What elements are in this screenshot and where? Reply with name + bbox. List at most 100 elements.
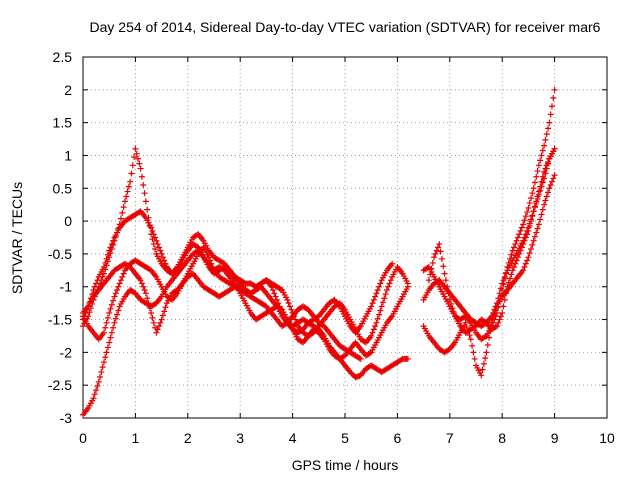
data-point — [347, 369, 354, 376]
data-point — [188, 271, 195, 278]
data-point — [111, 237, 118, 244]
data-point — [361, 338, 368, 345]
data-point — [376, 283, 383, 290]
data-point — [145, 300, 152, 307]
data-point — [370, 326, 377, 333]
data-point — [372, 293, 379, 300]
data-point — [542, 197, 549, 204]
data-point — [141, 190, 148, 197]
data-point — [152, 245, 159, 252]
data-point — [100, 329, 107, 336]
data-point — [145, 214, 152, 221]
data-point — [535, 162, 542, 169]
data-point — [241, 279, 248, 286]
data-point — [125, 183, 132, 190]
data-point — [528, 245, 535, 252]
data-point — [521, 264, 528, 271]
data-point — [546, 119, 553, 126]
data-point — [385, 283, 392, 290]
data-point — [541, 201, 548, 208]
data-point — [128, 170, 135, 177]
data-point — [551, 145, 558, 152]
data-point — [531, 179, 538, 186]
grid — [83, 57, 607, 418]
data-point — [478, 372, 485, 379]
data-point — [129, 162, 136, 169]
data-point — [479, 366, 486, 373]
data-point — [93, 387, 100, 394]
data-point — [386, 280, 393, 287]
data-point — [138, 280, 145, 287]
data-point — [368, 303, 375, 310]
series-trace-7 — [420, 86, 558, 343]
data-point — [529, 241, 536, 248]
data-point — [510, 244, 517, 251]
data-point — [357, 355, 364, 362]
data-point — [537, 157, 544, 164]
data-point — [433, 247, 440, 254]
data-point — [538, 152, 545, 159]
data-point — [516, 231, 523, 238]
x-tick-label: 1 — [132, 430, 140, 446]
data-point — [467, 336, 474, 343]
data-point — [482, 355, 489, 362]
data-point — [512, 260, 519, 267]
data-point — [155, 244, 162, 251]
data-point — [144, 206, 151, 213]
data-point — [501, 296, 508, 303]
data-point — [499, 280, 506, 287]
data-point — [537, 216, 544, 223]
data-point — [110, 297, 117, 304]
data-point — [504, 264, 511, 271]
series-trace-1 — [80, 247, 411, 418]
data-point — [272, 293, 279, 300]
data-point — [104, 258, 111, 265]
data-point — [349, 371, 356, 378]
data-point — [161, 257, 168, 264]
data-point — [539, 206, 546, 213]
data-point — [508, 251, 515, 258]
data-point — [277, 286, 284, 293]
data-point — [545, 159, 552, 166]
data-point — [135, 155, 142, 162]
data-point — [131, 154, 138, 161]
data-point — [133, 150, 140, 157]
data-point — [550, 175, 557, 182]
data-point — [499, 309, 506, 316]
data-point — [534, 225, 541, 232]
data-point — [102, 266, 109, 273]
data-point — [428, 265, 435, 272]
data-point — [136, 160, 143, 167]
data-point — [149, 236, 156, 243]
data-point — [348, 370, 355, 377]
data-point — [335, 300, 342, 307]
data-point — [524, 231, 531, 238]
data-point — [120, 204, 127, 211]
data-point — [542, 136, 549, 143]
data-point — [525, 227, 532, 234]
data-point — [132, 145, 139, 152]
data-point — [542, 165, 549, 172]
series-trace-9 — [425, 145, 558, 336]
data-point — [158, 250, 165, 257]
x-tick-label: 5 — [341, 430, 349, 446]
data-point — [376, 311, 383, 318]
data-point — [116, 221, 123, 228]
data-point — [112, 290, 119, 297]
data-point — [533, 229, 540, 236]
data-point — [541, 142, 548, 149]
chart-title: Day 254 of 2014, Sidereal Day-to-day VTE… — [90, 19, 601, 35]
data-point — [144, 295, 151, 302]
data-point — [99, 273, 106, 280]
data-point — [499, 287, 506, 294]
data-point — [445, 290, 452, 297]
y-tick-label: -1.5 — [48, 312, 72, 328]
data-point — [114, 287, 121, 294]
data-point — [551, 172, 558, 179]
data-point — [525, 204, 532, 211]
data-point — [531, 233, 538, 240]
data-point — [505, 279, 512, 286]
data-point — [448, 300, 455, 307]
data-point — [507, 275, 514, 282]
series-trace-5 — [80, 244, 364, 362]
